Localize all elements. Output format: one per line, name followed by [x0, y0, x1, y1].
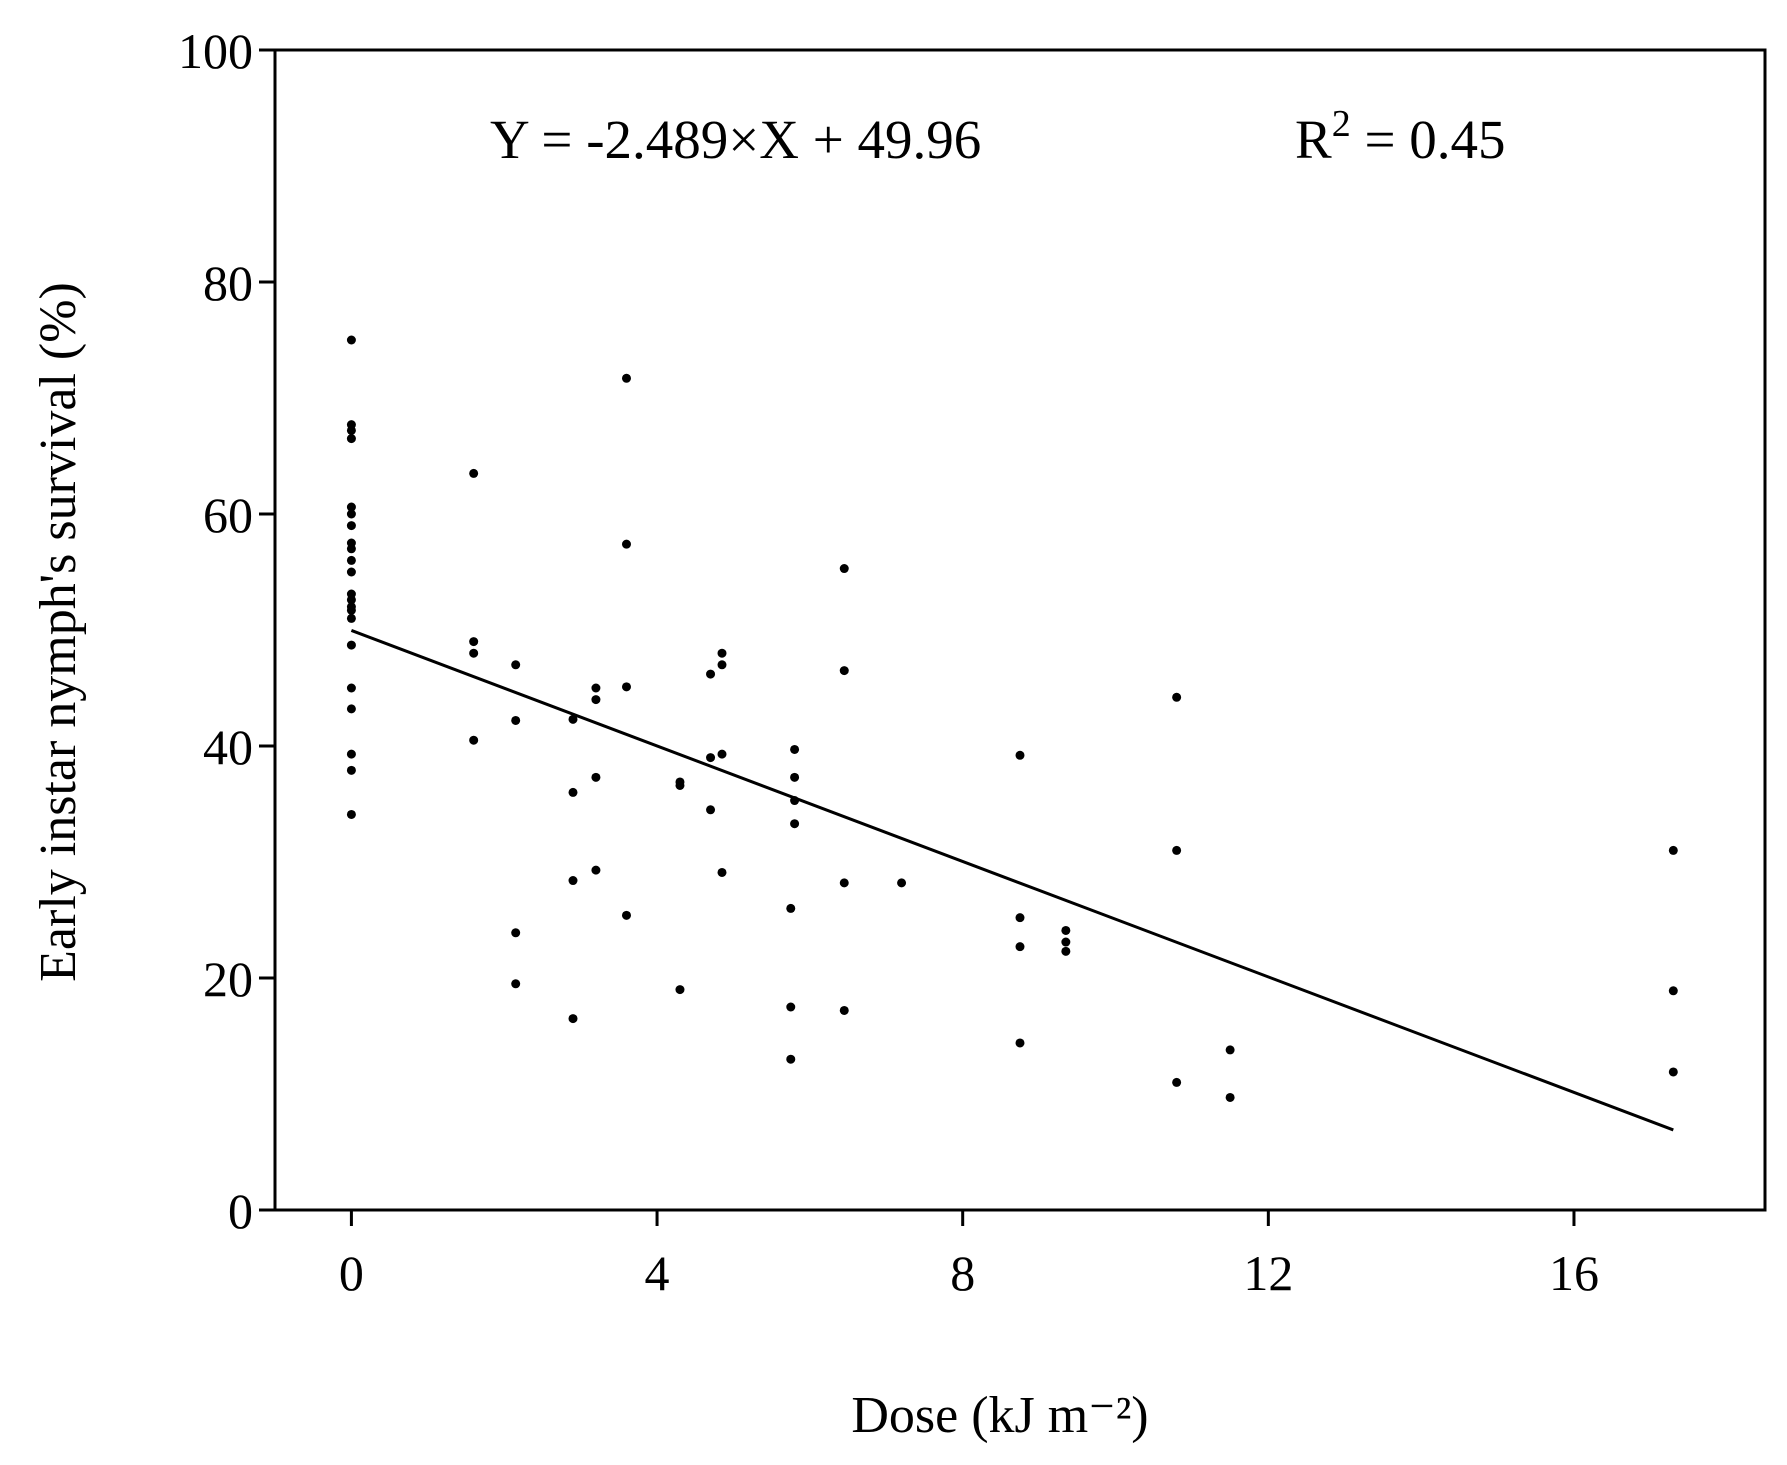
- data-point: [1225, 1092, 1235, 1102]
- data-point: [706, 753, 716, 763]
- data-point: [469, 735, 479, 745]
- plot-border: [273, 48, 1767, 1212]
- data-point: [346, 509, 356, 519]
- data-point: [1172, 692, 1182, 702]
- r-squared-label: R2 = 0.45: [1295, 103, 1505, 170]
- data-point: [346, 555, 356, 565]
- data-point: [790, 744, 800, 754]
- data-point: [346, 683, 356, 693]
- r-squared-symbol: R: [1295, 109, 1332, 170]
- data-point: [591, 683, 601, 693]
- x-axis-title: Dose (kJ m⁻²): [851, 1387, 1148, 1444]
- data-point: [1061, 937, 1071, 947]
- x-tick-label: 12: [1243, 1245, 1293, 1301]
- data-point: [786, 903, 796, 913]
- x-tick-label: 4: [645, 1245, 670, 1301]
- data-point: [1668, 986, 1678, 996]
- data-point: [1172, 1077, 1182, 1087]
- data-points: [346, 335, 1678, 1102]
- data-point: [1061, 925, 1071, 935]
- data-point: [511, 715, 521, 725]
- data-point: [568, 714, 578, 724]
- data-point: [897, 878, 907, 888]
- data-point: [591, 695, 601, 705]
- x-tick-label: 8: [950, 1245, 975, 1301]
- data-point: [839, 564, 849, 574]
- r-squared-superscript: 2: [1332, 103, 1351, 145]
- y-tick-label: 100: [178, 23, 253, 79]
- data-point: [1015, 1038, 1025, 1048]
- data-point: [346, 595, 356, 605]
- data-point: [469, 637, 479, 647]
- data-point: [346, 335, 356, 345]
- data-point: [1668, 845, 1678, 855]
- data-point: [1668, 1067, 1678, 1077]
- y-tick-label: 40: [203, 719, 253, 775]
- data-point: [621, 682, 631, 692]
- y-tick-label: 0: [228, 1183, 253, 1239]
- data-point: [568, 787, 578, 797]
- data-point: [346, 613, 356, 623]
- data-point: [1015, 942, 1025, 952]
- y-axis-title: Early instar nymph's survival (%): [30, 282, 87, 982]
- data-point: [346, 605, 356, 615]
- data-point: [346, 544, 356, 554]
- data-point: [839, 666, 849, 676]
- y-axis: 0 20 40 60 80 100: [178, 23, 275, 1239]
- data-point: [621, 910, 631, 920]
- data-point: [346, 640, 356, 650]
- data-point: [511, 660, 521, 670]
- data-point: [346, 749, 356, 759]
- data-point: [346, 704, 356, 714]
- data-point: [346, 434, 356, 444]
- data-point: [706, 805, 716, 815]
- data-point: [839, 1005, 849, 1015]
- data-point: [790, 819, 800, 829]
- data-point: [346, 502, 356, 512]
- data-point: [675, 985, 685, 995]
- data-point: [346, 765, 356, 775]
- x-tick-label: 0: [339, 1245, 364, 1301]
- data-point: [1172, 845, 1182, 855]
- data-point: [568, 1014, 578, 1024]
- data-point: [346, 521, 356, 531]
- data-point: [346, 425, 356, 435]
- data-point: [675, 780, 685, 790]
- data-point: [469, 468, 479, 478]
- data-point: [839, 878, 849, 888]
- data-point: [511, 979, 521, 989]
- plot-frame: [273, 48, 1767, 1212]
- data-point: [511, 928, 521, 938]
- y-tick-label: 20: [203, 951, 253, 1007]
- data-point: [568, 876, 578, 886]
- data-point: [706, 669, 716, 679]
- data-point: [786, 1054, 796, 1064]
- data-point: [1015, 913, 1025, 923]
- data-point: [717, 749, 727, 759]
- data-point: [621, 539, 631, 549]
- data-point: [717, 660, 727, 670]
- y-tick-label: 80: [203, 255, 253, 311]
- x-axis: 0 4 8 12 16: [339, 1210, 1599, 1301]
- data-point: [621, 373, 631, 383]
- data-point: [717, 867, 727, 877]
- equation-label: Y = -2.489×X + 49.96: [490, 109, 981, 170]
- regression-line-group: [350, 629, 1674, 1132]
- data-point: [469, 648, 479, 658]
- x-tick-label: 16: [1549, 1245, 1599, 1301]
- data-point: [346, 567, 356, 577]
- data-point: [1015, 750, 1025, 760]
- data-point: [1225, 1045, 1235, 1055]
- data-point: [790, 772, 800, 782]
- data-point: [591, 772, 601, 782]
- data-point: [591, 865, 601, 875]
- regression-line: [350, 629, 1674, 1132]
- r-squared-value: = 0.45: [1351, 109, 1506, 170]
- y-tick-label: 60: [203, 487, 253, 543]
- data-point: [1061, 946, 1071, 956]
- data-point: [717, 648, 727, 658]
- data-point: [346, 809, 356, 819]
- data-point: [786, 1002, 796, 1012]
